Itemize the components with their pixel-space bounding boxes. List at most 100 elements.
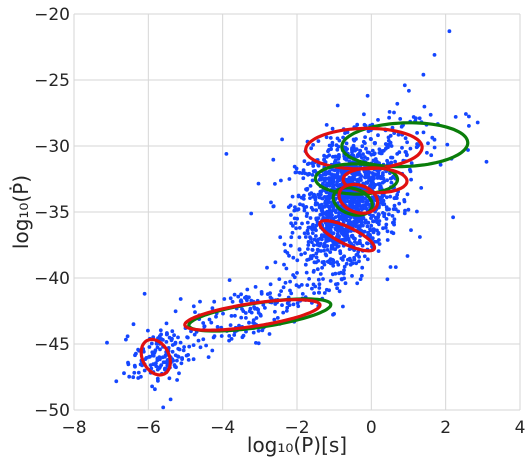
data-point <box>408 169 413 174</box>
data-point <box>338 182 342 187</box>
data-point <box>228 323 233 327</box>
data-point <box>347 178 352 183</box>
data-point <box>320 237 324 242</box>
data-point <box>288 203 293 208</box>
data-point <box>467 114 471 119</box>
data-point <box>186 358 191 362</box>
data-point <box>348 215 353 220</box>
data-point <box>438 162 443 167</box>
data-point <box>336 262 341 267</box>
data-point <box>214 314 218 319</box>
data-point <box>327 153 332 158</box>
data-point <box>363 175 367 180</box>
data-point <box>233 313 237 318</box>
data-point <box>256 307 260 312</box>
data-point <box>395 101 400 106</box>
data-point <box>475 120 480 125</box>
data-point <box>151 353 156 358</box>
data-point <box>155 367 160 372</box>
data-point <box>204 343 209 348</box>
data-point <box>261 303 266 307</box>
data-point <box>392 217 397 222</box>
data-point <box>320 265 324 270</box>
data-point <box>165 332 169 336</box>
data-point <box>347 175 352 180</box>
data-point <box>342 254 347 259</box>
data-point <box>267 332 272 336</box>
data-point <box>388 265 393 269</box>
data-point <box>351 153 356 158</box>
data-point <box>243 295 247 300</box>
data-point <box>296 207 301 212</box>
data-point <box>324 123 329 127</box>
data-point <box>381 176 386 181</box>
data-point <box>295 271 299 275</box>
data-point <box>360 243 365 248</box>
data-point <box>396 209 401 214</box>
data-point <box>409 161 414 166</box>
data-point <box>358 277 363 281</box>
data-point <box>359 219 364 224</box>
data-point <box>397 201 402 206</box>
data-point <box>181 348 186 353</box>
data-point <box>215 325 220 329</box>
data-point <box>244 316 248 320</box>
data-point <box>176 354 180 359</box>
data-point <box>322 233 327 238</box>
data-point <box>329 225 334 229</box>
data-point <box>408 146 413 151</box>
data-point <box>429 153 434 158</box>
data-point <box>364 146 368 151</box>
data-point <box>187 344 192 349</box>
data-point <box>142 368 147 373</box>
data-point <box>171 358 175 363</box>
data-point <box>280 137 284 142</box>
data-point <box>342 156 347 161</box>
data-point <box>335 179 340 183</box>
data-point <box>388 176 393 181</box>
data-point <box>232 292 237 297</box>
data-point <box>313 202 318 207</box>
data-point <box>365 241 370 246</box>
data-point <box>290 194 295 199</box>
data-point <box>361 152 365 157</box>
data-point <box>432 145 437 150</box>
data-point <box>387 115 391 120</box>
data-point <box>328 250 333 255</box>
data-point <box>277 293 282 297</box>
data-point <box>336 244 341 249</box>
data-point <box>224 152 229 156</box>
data-point <box>353 199 358 204</box>
data-point <box>333 173 337 177</box>
data-point <box>291 302 296 307</box>
data-point <box>323 170 328 174</box>
data-point <box>289 235 294 240</box>
data-point <box>202 324 207 329</box>
data-point <box>357 226 361 231</box>
data-point <box>328 279 333 283</box>
data-point <box>316 277 321 282</box>
data-point <box>327 200 332 205</box>
data-point <box>314 217 319 222</box>
data-point <box>467 124 471 128</box>
data-point <box>294 226 298 231</box>
data-point <box>333 227 338 232</box>
data-point <box>154 364 159 369</box>
data-point <box>323 252 328 257</box>
data-point <box>296 304 301 309</box>
data-point <box>320 196 325 201</box>
data-point <box>308 235 312 240</box>
data-point <box>279 178 283 183</box>
data-point <box>206 355 211 359</box>
data-point <box>173 309 178 314</box>
data-point <box>256 181 261 186</box>
data-point <box>397 150 402 155</box>
data-point <box>169 338 174 343</box>
data-point <box>289 213 293 217</box>
data-point <box>254 341 258 345</box>
data-point <box>296 193 301 198</box>
data-point <box>316 248 321 253</box>
data-point <box>345 214 350 219</box>
data-point <box>259 290 264 294</box>
data-point <box>360 265 365 270</box>
